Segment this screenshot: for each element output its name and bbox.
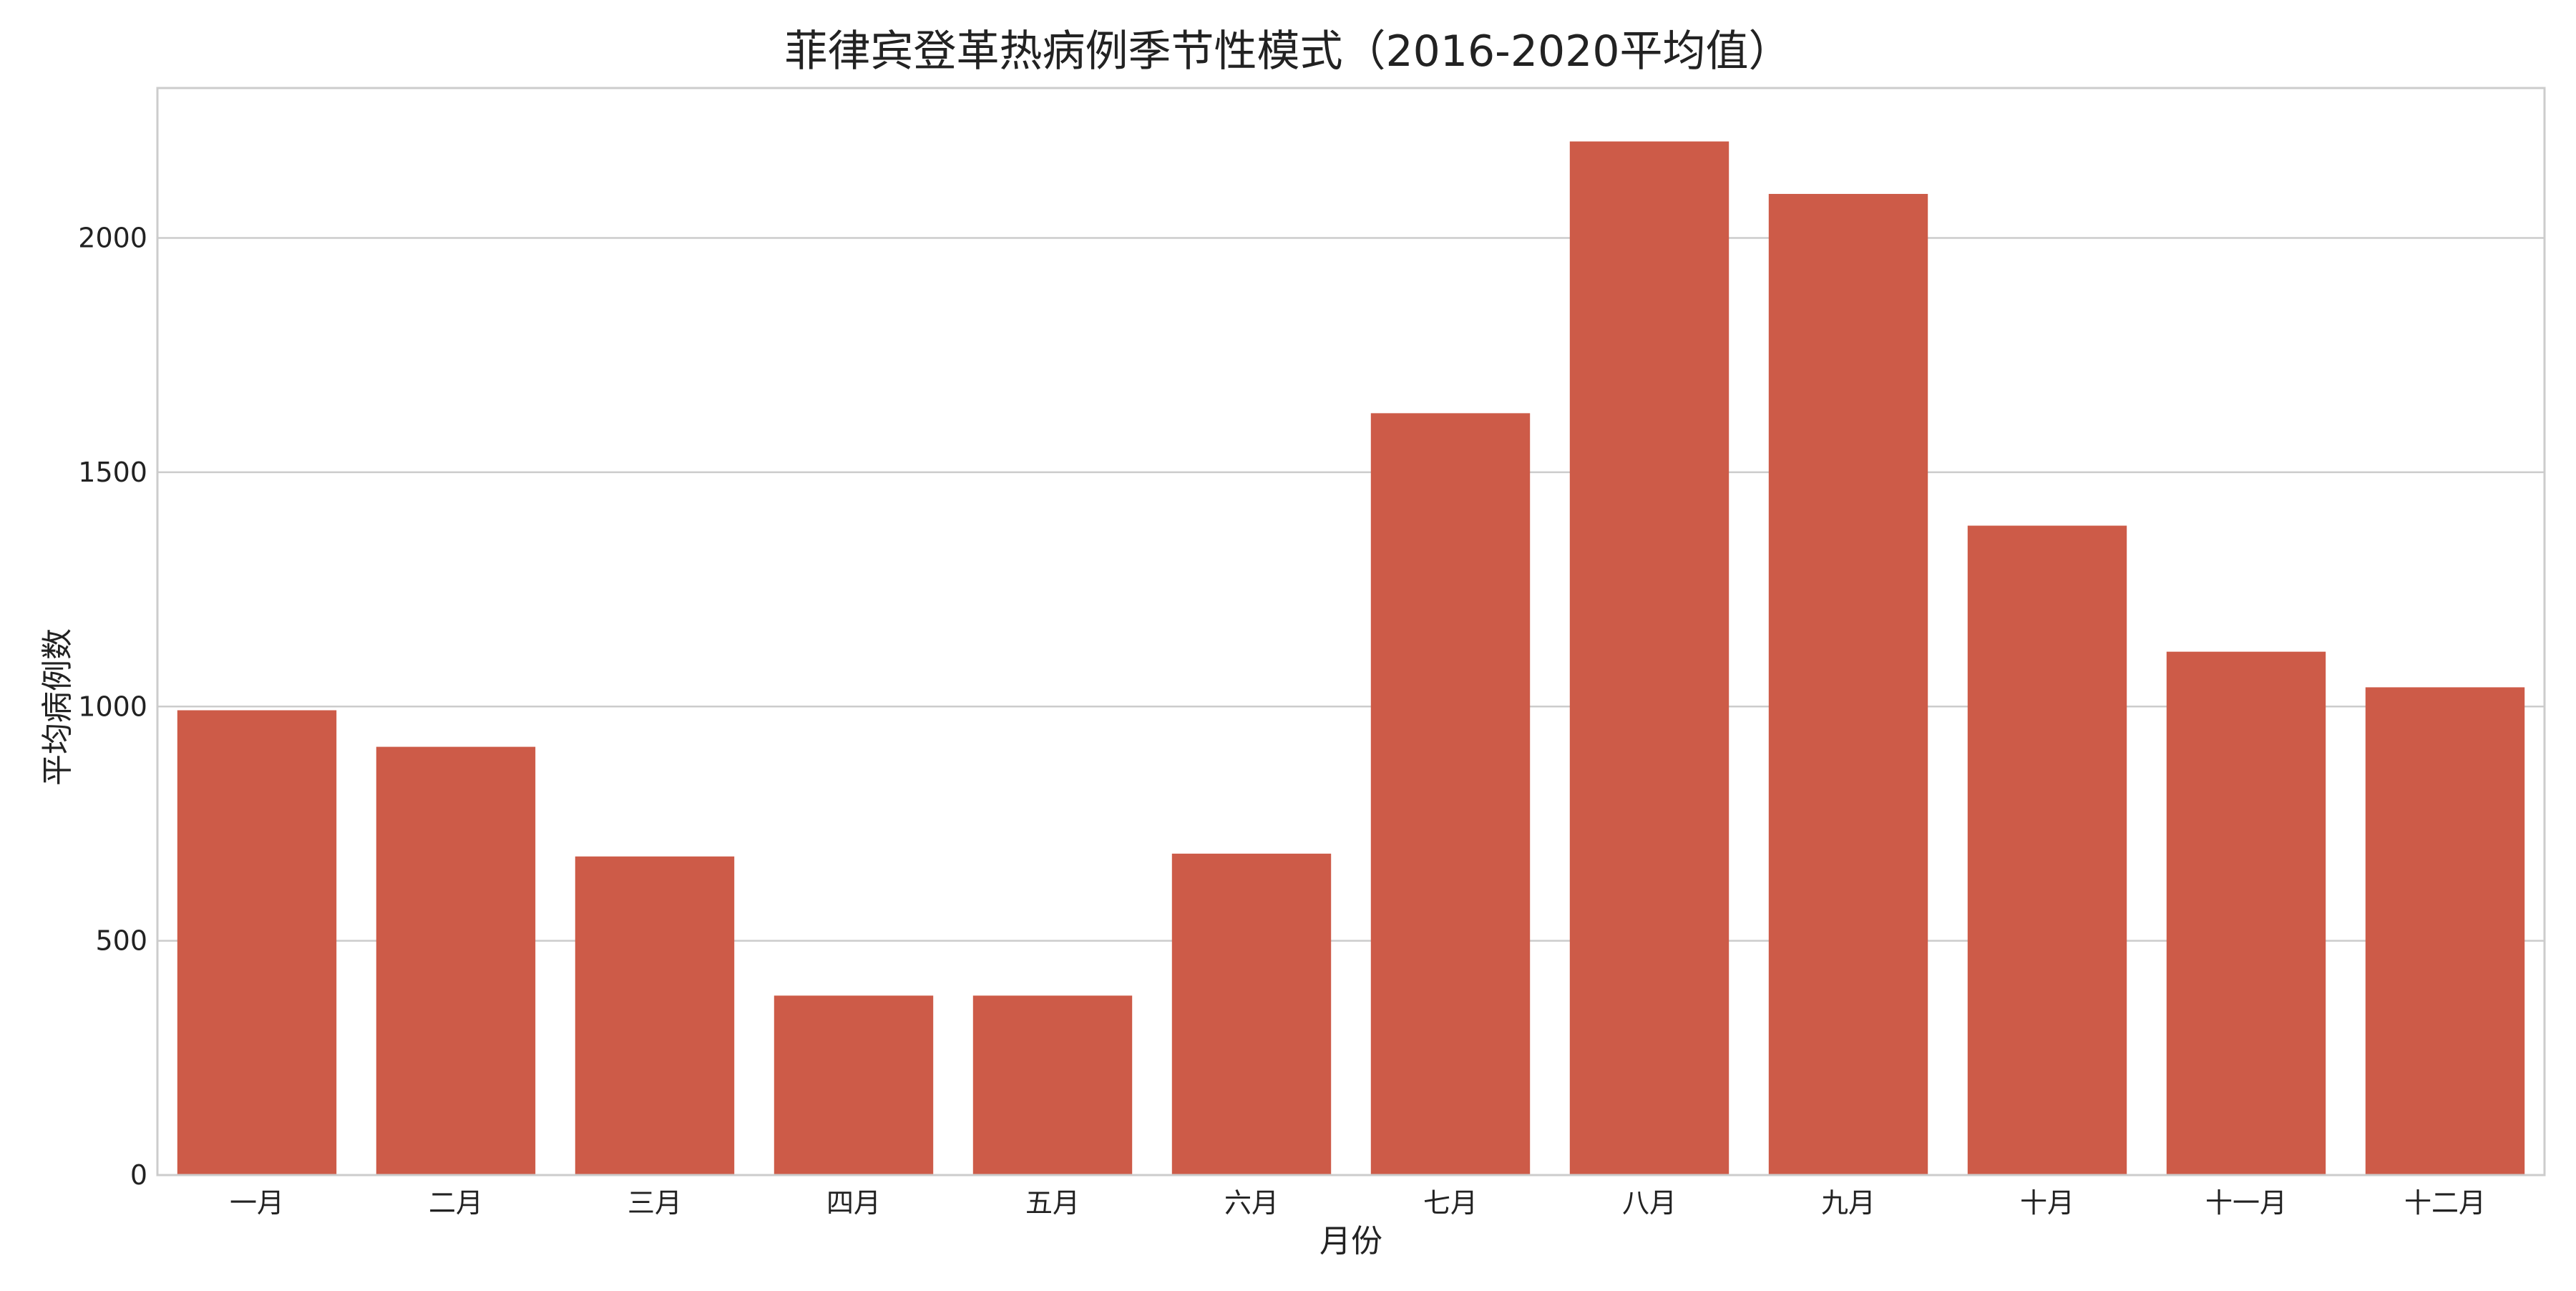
- bar: [1768, 193, 1928, 1175]
- bar: [774, 995, 934, 1175]
- y-tick-label: 1000: [78, 691, 147, 722]
- y-tick-label: 2000: [78, 223, 147, 254]
- x-tick-label: 三月: [628, 1187, 682, 1219]
- bar: [1171, 853, 1332, 1175]
- y-axis-label: 平均病例数: [39, 628, 76, 786]
- x-tick-label: 八月: [1622, 1187, 1677, 1219]
- x-tick-label: 一月: [230, 1187, 284, 1219]
- chart-title: 菲律宾登革热病例季节性模式（2016-2020平均值）: [784, 26, 1791, 77]
- bar: [2365, 687, 2525, 1175]
- x-tick-label: 十月: [2020, 1187, 2074, 1219]
- bar: [1967, 525, 2127, 1175]
- y-tick-label: 0: [130, 1159, 147, 1191]
- bar: [972, 995, 1133, 1175]
- x-tick-label: 二月: [429, 1187, 483, 1219]
- plot-frame: [156, 87, 2546, 1176]
- x-axis-label: 月份: [1319, 1223, 1382, 1260]
- bar: [1569, 141, 1729, 1176]
- x-tick-label: 七月: [1423, 1187, 1478, 1219]
- bars: [177, 141, 2525, 1176]
- x-tick-label: 四月: [826, 1187, 881, 1219]
- grid-lines: [157, 237, 2545, 942]
- bar: [575, 856, 735, 1175]
- y-tick-label: 500: [95, 925, 147, 957]
- x-tick-label: 五月: [1025, 1187, 1080, 1219]
- x-tick-label: 六月: [1224, 1187, 1279, 1219]
- bar: [376, 746, 536, 1175]
- bar: [177, 710, 337, 1175]
- bar: [1370, 413, 1531, 1175]
- x-tick-labels: 一月 二月 三月 四月 五月 六月 七月 八月 九月 十月 十一月 十二月: [230, 1187, 2486, 1219]
- bar: [2166, 651, 2326, 1175]
- y-tick-labels: 0 500 1000 1500 2000: [78, 223, 147, 1191]
- x-tick-label: 十二月: [2404, 1187, 2486, 1219]
- x-tick-label: 十一月: [2205, 1187, 2287, 1219]
- x-tick-label: 九月: [1821, 1187, 1875, 1219]
- y-tick-label: 1500: [78, 457, 147, 488]
